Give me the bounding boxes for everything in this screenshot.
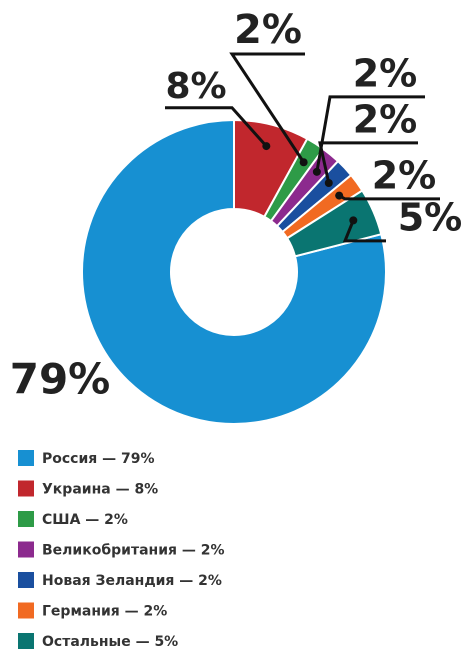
legend-label: Украина — 8% <box>42 482 158 498</box>
legend-label: Германия — 2% <box>42 604 167 620</box>
leader-dot <box>262 142 271 151</box>
leader-dot <box>335 191 344 200</box>
data-label: 8% <box>165 66 226 107</box>
legend-swatch <box>18 480 34 497</box>
legend-label: Великобритания — 2% <box>42 543 225 559</box>
data-label: 2% <box>353 52 418 96</box>
legend-label: США — 2% <box>42 512 128 528</box>
legend-label: Россия — 79% <box>42 451 155 467</box>
donut-slice <box>81 118 387 425</box>
leader-line <box>318 141 418 184</box>
leader-dot <box>312 167 321 176</box>
data-label: 5% <box>398 196 463 240</box>
leader-dot <box>349 216 358 225</box>
legend-swatch <box>18 572 34 588</box>
data-label: 2% <box>372 154 437 198</box>
leader-line <box>342 219 386 243</box>
legend-label: Остальные — 5% <box>42 634 178 650</box>
legend-swatch <box>18 602 34 619</box>
data-label: 2% <box>234 7 302 53</box>
data-label: 79% <box>10 355 111 404</box>
data-label: 2% <box>353 98 418 142</box>
leader-line <box>229 52 305 164</box>
legend-swatch <box>18 633 34 649</box>
leader-dot <box>324 179 333 188</box>
leader-line <box>165 106 268 148</box>
legend-swatch <box>18 511 34 527</box>
leader-dot <box>299 158 308 167</box>
legend-label: Новая Зеландия — 2% <box>42 573 222 589</box>
legend-swatch <box>18 450 34 466</box>
legend-swatch <box>18 541 34 558</box>
